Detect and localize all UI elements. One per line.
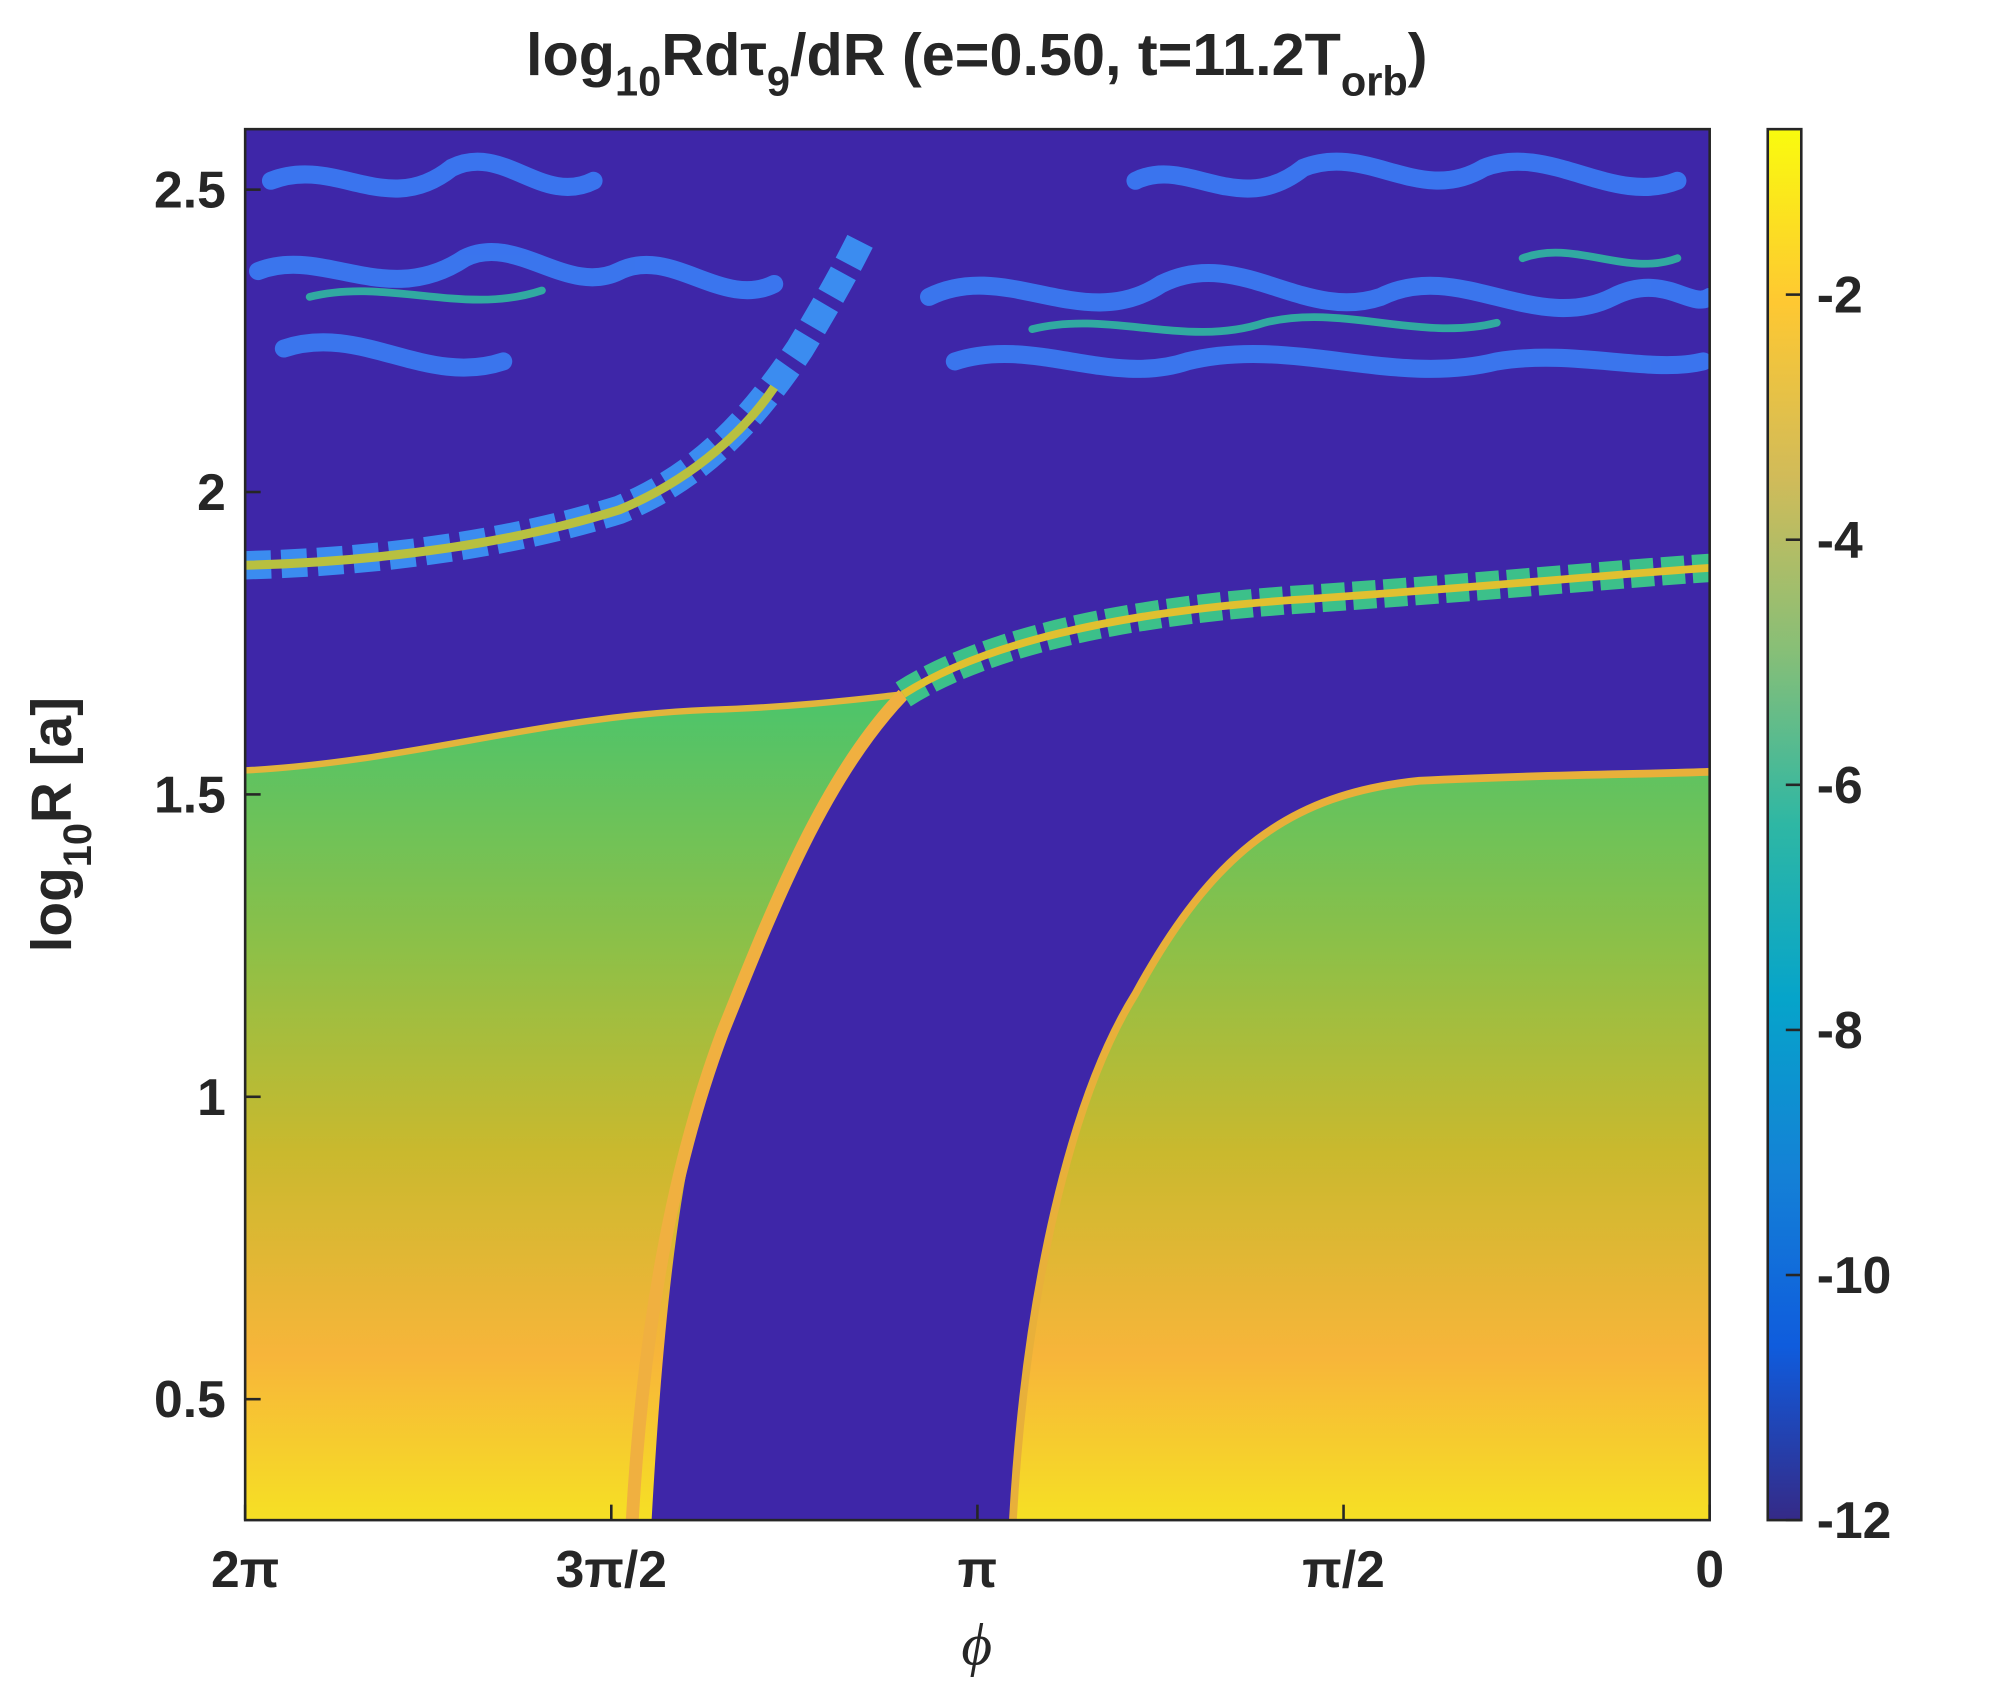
label-part: log <box>526 21 615 88</box>
colorbar-tick-label: -2 <box>1817 266 1863 324</box>
y-tick-label: 2.5 <box>154 161 226 219</box>
x-tick-label: 0 <box>1695 1540 1724 1598</box>
label-part: log <box>21 867 84 952</box>
label-part: Rdτ <box>661 21 767 88</box>
label-part: ) <box>1408 21 1428 88</box>
x-tick-label: 2π <box>211 1540 279 1598</box>
colorbar-tick-label: -8 <box>1817 1001 1863 1059</box>
x-tick-label: 3π/2 <box>556 1540 667 1598</box>
y-tick-label: 1 <box>197 1068 226 1126</box>
label-part: orb <box>1341 58 1408 105</box>
label-part: /dR (e=0.50, t=11.2T <box>790 21 1341 88</box>
colorbar-tick-label: -4 <box>1817 511 1863 569</box>
y-tick-label: 2 <box>197 463 226 521</box>
y-tick-label: 0.5 <box>154 1370 226 1428</box>
label-part: 10 <box>615 58 661 105</box>
colorbar <box>1766 127 1803 1522</box>
y-tick-label: 1.5 <box>154 765 226 823</box>
label-part: 10 <box>56 823 100 867</box>
colorbar-tick-label: -6 <box>1817 756 1863 814</box>
heatmap-field <box>245 129 1710 1521</box>
x-tick-label: π <box>958 1540 998 1598</box>
x-axis-label: ϕ <box>961 1612 992 1678</box>
colorbar-tick-label: -10 <box>1817 1246 1892 1304</box>
label-part: 9 <box>767 58 790 105</box>
y-axis-label: log10R [a] <box>21 697 100 952</box>
colorbar-tick-label: -12 <box>1817 1491 1892 1549</box>
label-part: R [a] <box>21 697 84 823</box>
chart-title: log10Rdτ9/dR (e=0.50, t=11.2Torb) <box>526 21 1427 105</box>
x-tick-label: π/2 <box>1302 1540 1385 1598</box>
